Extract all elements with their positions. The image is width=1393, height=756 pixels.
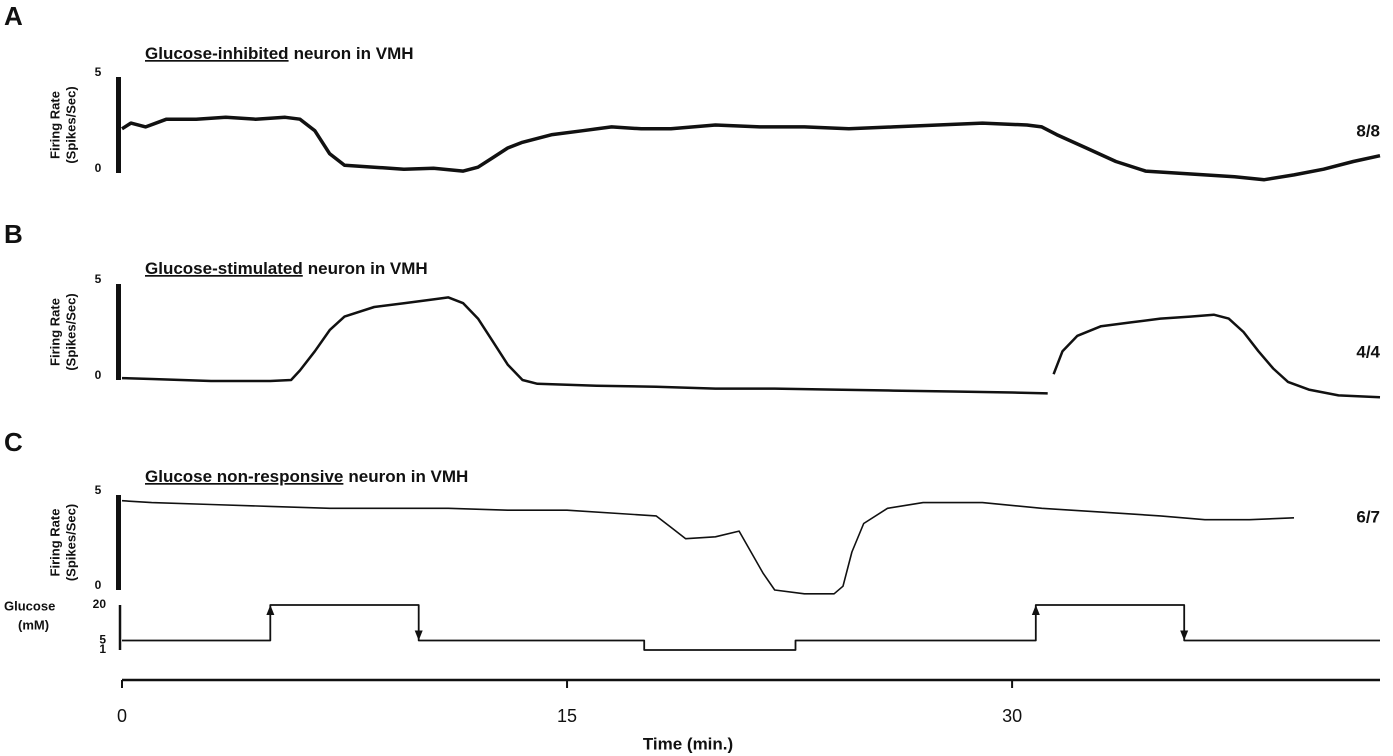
ratio: 8/8 <box>1356 121 1380 140</box>
glucose-trace <box>122 604 1380 651</box>
firing-trace <box>121 296 1381 399</box>
y-tick-label: 0 <box>95 161 102 175</box>
y-axis-label: (Spikes/Sec) <box>63 293 78 370</box>
title-emphasis: Glucose-inhibited <box>145 44 289 63</box>
x-tick-label: 0 <box>117 706 127 726</box>
panel-title: Glucose non-responsive neuron in VMH <box>145 467 468 486</box>
y-tick-label: 0 <box>95 368 102 382</box>
arrow-head <box>1031 605 1040 615</box>
y-axis-label: (Spikes/Sec) <box>63 86 78 163</box>
y-axis-label: Firing Rate <box>47 298 62 366</box>
title-rest: neuron in VMH <box>308 259 428 278</box>
y-tick-label: 5 <box>99 633 106 647</box>
arrow-head <box>266 605 275 615</box>
title-emphasis: Glucose-stimulated <box>145 259 303 278</box>
y-tick-label: 5 <box>95 65 102 79</box>
y-tick-label: 5 <box>95 272 102 286</box>
panel-letter: C <box>4 427 23 457</box>
y-axis-label: Firing Rate <box>47 509 62 577</box>
panel-title: Glucose-stimulated neuron in VMH <box>145 259 428 278</box>
y-tick-label: 20 <box>93 597 107 611</box>
y-axis-label: Firing Rate <box>47 91 62 159</box>
x-tick-label: 30 <box>1002 706 1022 726</box>
y-axis-label: (mM) <box>18 617 49 632</box>
x-tick-label: 15 <box>557 706 577 726</box>
firing-trace <box>121 499 1295 595</box>
y-axis <box>116 77 121 173</box>
y-tick-label: 0 <box>95 578 102 592</box>
y-axis <box>116 284 121 380</box>
title-emphasis: Glucose non-responsive <box>145 467 343 486</box>
arrow-head <box>414 630 423 641</box>
arrow-head <box>1180 630 1189 641</box>
panel-letter: A <box>4 1 23 31</box>
y-axis-label: Glucose <box>4 598 55 613</box>
y-tick-label: 5 <box>95 483 102 497</box>
y-tick-label: 1 <box>99 642 106 656</box>
y-axis-label: (Spikes/Sec) <box>63 504 78 581</box>
ratio: 4/4 <box>1356 342 1380 361</box>
panel-letter: B <box>4 219 23 249</box>
ratio: 6/7 <box>1356 507 1380 526</box>
firing-trace <box>121 115 1381 182</box>
title-rest: neuron in VMH <box>348 467 468 486</box>
x-axis-label: Time (min.) <box>643 734 733 753</box>
y-axis <box>116 495 121 590</box>
panel-title: Glucose-inhibited neuron in VMH <box>145 44 414 63</box>
title-rest: neuron in VMH <box>294 44 414 63</box>
